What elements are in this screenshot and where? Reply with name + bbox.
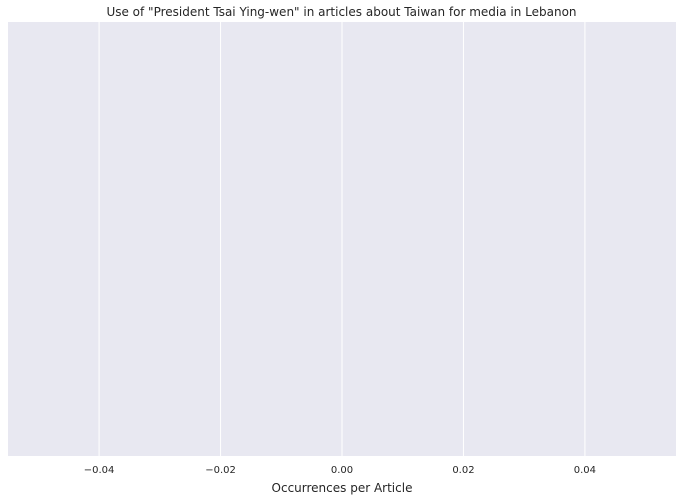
x-tick-label: 0.00	[331, 465, 353, 476]
x-tick-label: 0.02	[452, 465, 474, 476]
grid-lines	[98, 22, 586, 456]
chart-title: Use of "President Tsai Ying-wen" in arti…	[106, 5, 577, 19]
x-tick-label: −0.02	[205, 465, 236, 476]
x-tick-label: 0.04	[574, 465, 596, 476]
x-tick-labels: −0.04 −0.02 0.00 0.02 0.04	[84, 465, 596, 476]
x-tick-label: −0.04	[84, 465, 115, 476]
x-axis-label: Occurrences per Article	[271, 481, 413, 495]
